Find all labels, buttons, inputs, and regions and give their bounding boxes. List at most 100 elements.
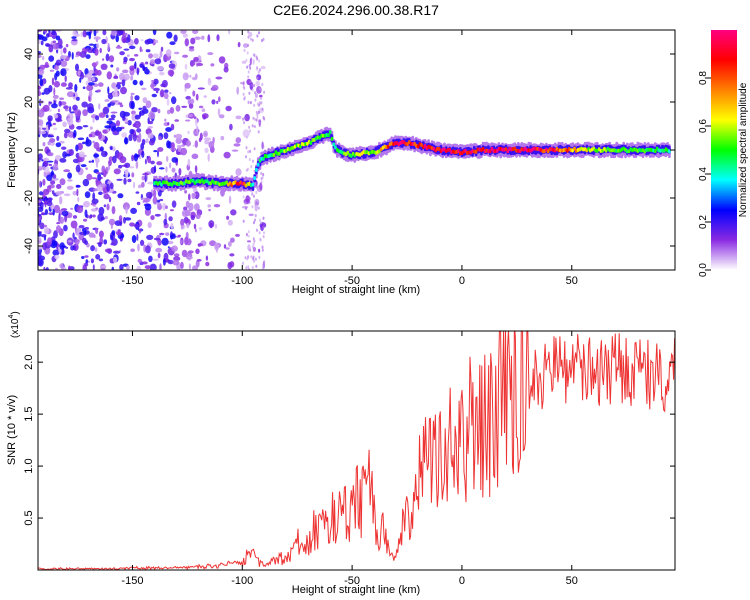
spectrogram-noise-cell bbox=[63, 105, 69, 110]
spectrogram-noise-cell bbox=[169, 92, 172, 95]
spectrogram-noise-cell bbox=[79, 231, 86, 235]
spectrogram-noise-cell bbox=[180, 224, 184, 230]
spectrogram-noise-cell bbox=[95, 115, 100, 121]
spectrogram-noise-cell bbox=[85, 136, 89, 145]
spectrogram-noise-cell bbox=[256, 67, 259, 71]
spectrogram-noise-cell bbox=[55, 267, 58, 270]
spectrogram-noise-cell bbox=[140, 39, 144, 42]
spectrogram-noise-cell bbox=[148, 53, 153, 59]
spectrogram-noise-cell bbox=[51, 103, 58, 109]
spectrogram-noise-cell bbox=[102, 106, 110, 115]
spectrogram-noise-cell bbox=[54, 64, 59, 71]
spectrogram-noise-cell bbox=[170, 123, 175, 131]
spectrogram-noise-cell bbox=[251, 205, 254, 209]
spectrogram-noise-cell bbox=[38, 165, 44, 171]
spectrogram-noise-cell bbox=[190, 214, 195, 221]
spectrogram-noise-cell bbox=[130, 101, 135, 110]
spectrogram-noise-cell bbox=[139, 80, 144, 86]
spectrogram-noise-cell bbox=[244, 256, 247, 260]
spectrogram-noise-cell bbox=[141, 87, 147, 91]
spectrogram-noise-cell bbox=[43, 87, 51, 95]
spectrogram-noise-cell bbox=[262, 225, 265, 229]
spectrogram-noise-cell bbox=[46, 33, 50, 38]
spectrogram-noise-cell bbox=[83, 201, 90, 208]
spectrogram-noise-cell bbox=[173, 253, 180, 257]
spectrogram-noise-cell bbox=[237, 41, 241, 48]
spectrogram-noise-cell bbox=[98, 131, 102, 140]
spectrogram-noise-cell bbox=[88, 90, 93, 98]
spectrogram-noise-cell bbox=[67, 212, 73, 219]
spectrogram-noise-cell bbox=[42, 104, 50, 112]
spectrogram-noise-cell bbox=[144, 158, 147, 165]
spectrogram-noise-cell bbox=[91, 198, 99, 204]
spectrogram-noise-cell bbox=[119, 264, 124, 270]
spectrogram-noise-cell bbox=[136, 265, 142, 270]
spectrogram-noise-cell bbox=[90, 245, 95, 252]
spectrogram-noise-cell bbox=[256, 34, 259, 38]
spectrogram-noise-cell bbox=[84, 191, 91, 199]
spectrogram-noise-cell bbox=[182, 33, 188, 38]
spectrogram-noise-cell bbox=[82, 141, 86, 145]
spectrogram-noise-cell bbox=[51, 77, 55, 86]
spectrogram-noise-cell bbox=[80, 164, 87, 168]
spectrogram-noise-cell bbox=[130, 94, 133, 102]
snr-y-ticks: 0.5 1.0 1.5 2.0 bbox=[23, 355, 675, 526]
spectrogram-noise-cell bbox=[165, 232, 170, 236]
spectrogram-noise-cell bbox=[180, 147, 188, 156]
spectrogram-noise-cell bbox=[39, 78, 44, 87]
spectrogram-noise-cell bbox=[122, 202, 130, 211]
spectrogram-noise-cell bbox=[182, 54, 189, 58]
spectrogram-noise-cell bbox=[157, 147, 164, 152]
spectrogram-noise-cell bbox=[262, 235, 265, 239]
spectrogram-noise-cell bbox=[135, 154, 140, 157]
spectrogram-noise-cell bbox=[188, 263, 191, 270]
spectrogram-noise-cell bbox=[242, 82, 245, 86]
spectrogram-noise-cell bbox=[194, 228, 197, 233]
spectrogram-noise-cell bbox=[160, 46, 164, 52]
spectrogram-noise-cell bbox=[84, 226, 89, 230]
spectrogram-noise-cell bbox=[110, 234, 114, 241]
x-tick-label: 50 bbox=[566, 575, 578, 587]
spectrogram-noise-cell bbox=[153, 78, 159, 85]
spectrogram-noise-cell bbox=[93, 141, 100, 150]
spectrogram-noise-cell bbox=[186, 256, 193, 260]
spectrogram-noise-cell bbox=[205, 255, 209, 261]
spectrogram-noise-cell bbox=[254, 202, 257, 206]
spectrogram-noise-cell bbox=[247, 75, 250, 79]
spectrogram-noise-cell bbox=[114, 86, 118, 93]
spectrogram-noise-cell bbox=[67, 179, 73, 182]
spectrogram-noise-cell bbox=[74, 109, 82, 117]
spectrogram-noise-cell bbox=[41, 92, 45, 95]
spectrogram-noise-cell bbox=[81, 256, 85, 259]
spectrogram-noise-cell bbox=[191, 76, 198, 81]
spectrogram-noise-cell bbox=[251, 38, 254, 42]
spectrogram-noise-cell bbox=[47, 152, 54, 157]
spectrogram-noise-cell bbox=[125, 206, 128, 215]
spectrogram-ridge-cell bbox=[251, 182, 255, 187]
spectrogram-noise-cell bbox=[262, 266, 264, 270]
spectrogram-noise-cell bbox=[174, 119, 179, 122]
spectrogram-noise-cell bbox=[258, 248, 261, 253]
spectrogram-noise-cell bbox=[38, 90, 42, 97]
spectrogram-noise-cell bbox=[228, 30, 231, 35]
spectrogram-noise-cell bbox=[122, 69, 129, 74]
spectrogram-noise-cell bbox=[233, 143, 241, 147]
spectrogram-noise-cell bbox=[261, 248, 264, 252]
spectrogram-noise-cell bbox=[85, 259, 89, 264]
spectrogram-noise-cell bbox=[236, 86, 239, 95]
spectrogram-noise-cell bbox=[170, 234, 176, 240]
spectrogram-noise-cell bbox=[167, 109, 171, 115]
spectrogram-noise-cell bbox=[173, 34, 178, 43]
spectrogram-noise-cell bbox=[254, 257, 257, 261]
spectrogram-noise-cell bbox=[131, 154, 135, 162]
snr-multiplier-close: ) bbox=[10, 311, 21, 314]
spectrogram-noise-cell bbox=[65, 246, 69, 249]
spectrogram-noise-cell bbox=[230, 209, 237, 216]
spectrogram-noise-cell bbox=[71, 39, 78, 42]
spectrogram-noise-cell bbox=[189, 74, 192, 78]
spectrogram-noise-cell bbox=[127, 34, 131, 43]
spectrogram-noise-cell bbox=[261, 175, 264, 180]
spectrogram-noise-cell bbox=[38, 54, 42, 59]
spectrogram-noise-cell bbox=[184, 190, 188, 194]
spectrogram-noise-cell bbox=[70, 220, 78, 229]
